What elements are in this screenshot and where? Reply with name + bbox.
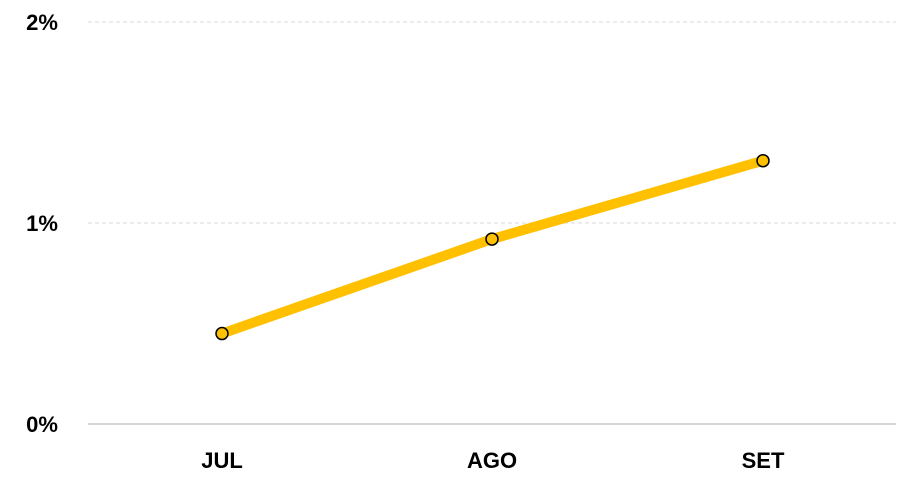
x-axis-ticks: JUL AGO SET [201, 448, 785, 473]
series-line [217, 155, 768, 339]
x-tick-label: JUL [201, 448, 243, 473]
series-layer [215, 153, 770, 341]
x-tick-label: AGO [467, 448, 517, 473]
y-tick-label: 2% [26, 10, 58, 35]
data-point-marker [756, 153, 770, 168]
data-point-marker [485, 232, 499, 246]
gridlines [88, 21, 896, 425]
data-point-marker [215, 326, 229, 341]
y-tick-label: 1% [26, 211, 58, 236]
y-tick-label: 0% [26, 412, 58, 437]
x-tick-label: SET [742, 448, 785, 473]
y-axis-ticks: 0% 1% 2% [26, 10, 58, 437]
